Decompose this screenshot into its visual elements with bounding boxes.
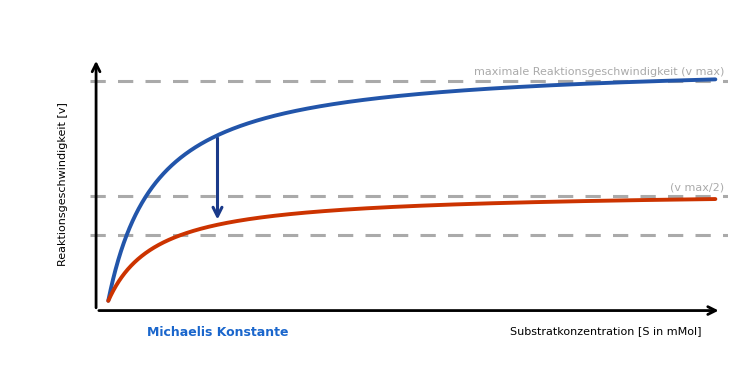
Text: (v max/2): (v max/2) [670, 182, 724, 192]
Text: Reaktionsgeschwindigkeit [v]: Reaktionsgeschwindigkeit [v] [58, 102, 68, 266]
Text: Michaelis Konstante: Michaelis Konstante [147, 326, 288, 339]
Text: maximale Reaktionsgeschwindigkeit (v max): maximale Reaktionsgeschwindigkeit (v max… [474, 67, 724, 77]
Text: Substratkonzentration [S in mMol]: Substratkonzentration [S in mMol] [510, 326, 702, 336]
